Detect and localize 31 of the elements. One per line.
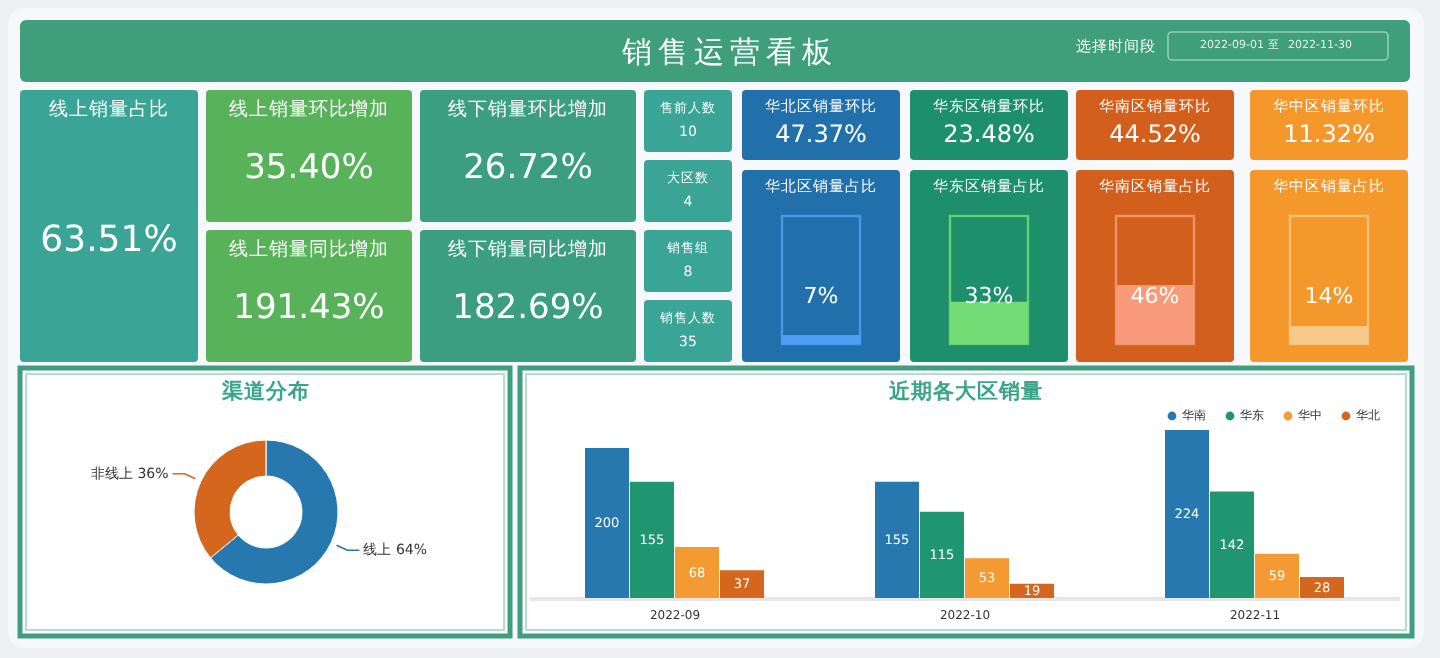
bar <box>630 481 674 598</box>
bar <box>965 558 1009 598</box>
data-label: 46% <box>1130 283 1180 309</box>
bar <box>1255 553 1299 598</box>
text: 191.43% <box>233 288 385 328</box>
bar <box>1210 491 1254 598</box>
text: 47.37% <box>775 120 867 148</box>
bar <box>1165 430 1209 598</box>
chart-title: 渠道分布 <box>220 378 310 404</box>
data-label: 14% <box>1304 283 1354 309</box>
bar <box>875 481 919 598</box>
text: 23.48% <box>943 120 1035 148</box>
data-label: 33% <box>964 283 1014 309</box>
bar <box>585 448 629 598</box>
bar <box>920 511 964 598</box>
chart-title: 近期各大区销量 <box>887 378 1043 404</box>
text: 11.32% <box>1283 120 1375 148</box>
text: 线上销量同比增加 <box>229 237 389 261</box>
text: 35.40% <box>244 148 374 188</box>
text: 线上销量占比 <box>49 97 169 121</box>
bar <box>720 570 764 598</box>
data-label: 7% <box>803 283 839 309</box>
bar <box>675 547 719 598</box>
text: 线下销量环比增加 <box>448 97 608 121</box>
text: 销售运营看板 <box>620 34 838 70</box>
text: 线下销量同比增加 <box>448 237 608 261</box>
text: 44.52% <box>1109 120 1201 148</box>
text: 26.72% <box>463 148 593 188</box>
text: 线上销量环比增加 <box>229 97 389 121</box>
text: 63.51% <box>40 219 178 261</box>
text: 182.69% <box>452 288 604 328</box>
